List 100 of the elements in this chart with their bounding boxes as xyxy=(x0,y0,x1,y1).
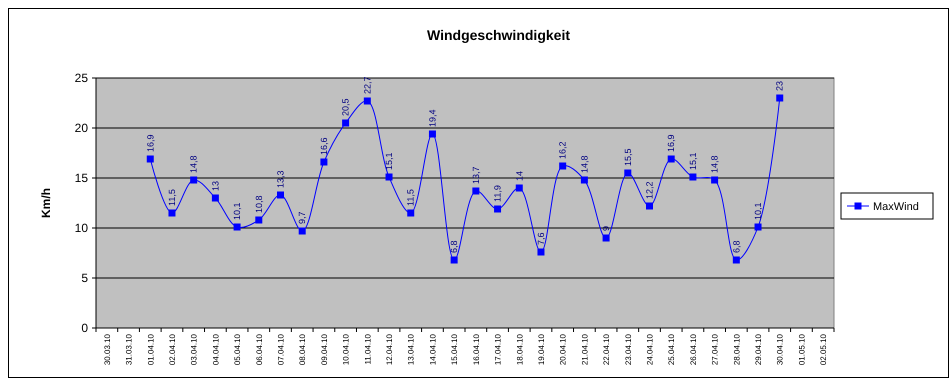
chart-title: Windgeschwindigkeit xyxy=(427,27,570,43)
x-tick-label: 03.04.10 xyxy=(190,333,199,366)
point xyxy=(624,170,632,176)
x-tick-label: 06.04.10 xyxy=(254,333,264,366)
data-label: 11,5 xyxy=(166,189,177,206)
data-label: 16,9 xyxy=(145,134,156,152)
x-tick-label: 28.04.10 xyxy=(732,333,742,366)
x-tick-label: 01.04.10 xyxy=(146,333,156,366)
x-tick-label: 21.04.10 xyxy=(580,333,590,366)
point xyxy=(494,206,502,212)
y-tick-label: 25 xyxy=(74,71,88,86)
point xyxy=(190,176,198,184)
point xyxy=(580,176,588,184)
x-tick-label: 11.04.10 xyxy=(363,333,372,365)
point xyxy=(646,202,653,210)
x-tick-label: 04.04.10 xyxy=(211,333,220,366)
point xyxy=(516,184,523,192)
x-tick-label: 27.04.10 xyxy=(710,333,720,366)
data-label: 23 xyxy=(774,80,785,91)
x-tick-label: 10.04.10 xyxy=(342,333,351,366)
point xyxy=(364,98,371,104)
point xyxy=(472,188,480,194)
data-label: 14,8 xyxy=(579,155,590,173)
point xyxy=(146,156,154,162)
x-tick-label: 30.04.10 xyxy=(776,333,785,366)
x-tick-label: 14.04.10 xyxy=(428,333,438,366)
data-label: 10,1 xyxy=(753,202,764,220)
data-label: 15,1 xyxy=(384,152,394,170)
point xyxy=(342,120,350,126)
x-tick-label: 18.04.10 xyxy=(515,333,524,366)
x-tick-label: 08.04.10 xyxy=(298,333,308,366)
data-label: 10,8 xyxy=(254,195,264,213)
y-axis-title: Km/h xyxy=(39,188,53,218)
x-tick-label: 22.04.10 xyxy=(602,333,612,366)
y-tick-label: 20 xyxy=(74,121,88,136)
data-label: 9 xyxy=(601,226,612,231)
data-label: 15,1 xyxy=(688,152,698,170)
data-label: 19,4 xyxy=(427,109,438,127)
point xyxy=(602,234,610,242)
point xyxy=(450,256,458,264)
x-tick-label: 23.04.10 xyxy=(624,333,633,366)
point xyxy=(537,248,544,256)
y-tick-label: 0 xyxy=(81,321,88,336)
data-label: 14,8 xyxy=(188,155,199,173)
data-label: 13 xyxy=(210,180,220,191)
data-label: 10,1 xyxy=(232,202,242,220)
x-tick-label: 19.04.10 xyxy=(536,333,546,366)
y-tick-label: 10 xyxy=(74,221,88,236)
x-tick-label: 16.04.10 xyxy=(472,333,481,366)
point xyxy=(277,192,284,198)
data-label: 9,7 xyxy=(297,211,308,224)
data-label: 11,9 xyxy=(492,185,503,202)
point xyxy=(212,194,219,202)
x-tick-label: 05.04.10 xyxy=(233,333,242,366)
point xyxy=(776,94,784,102)
legend-label: MaxWind xyxy=(873,200,919,213)
data-label: 11,5 xyxy=(406,189,416,206)
data-label: 13,7 xyxy=(470,166,481,184)
data-label: 14,8 xyxy=(710,155,720,173)
point xyxy=(234,224,241,230)
point xyxy=(559,162,566,170)
x-tick-label: 31.03.10 xyxy=(124,333,134,366)
point xyxy=(298,228,306,234)
x-tick-label: 26.04.10 xyxy=(688,333,698,366)
x-tick-label: 29.04.10 xyxy=(754,333,764,366)
data-label: 22,7 xyxy=(362,76,372,94)
data-label: 14 xyxy=(514,170,524,181)
x-tick-label: 30.03.10 xyxy=(102,333,112,366)
data-label: 20,5 xyxy=(340,98,351,116)
point xyxy=(732,256,740,264)
data-label: 6,8 xyxy=(449,240,460,253)
data-label: 16,6 xyxy=(318,137,329,155)
data-label: 16,9 xyxy=(666,134,676,152)
data-label: 7,6 xyxy=(536,232,546,245)
point xyxy=(386,174,393,180)
point xyxy=(428,130,436,138)
x-tick-label: 09.04.10 xyxy=(320,333,329,366)
point xyxy=(320,158,328,166)
point xyxy=(711,176,718,184)
x-tick-label: 02.04.10 xyxy=(168,333,177,366)
y-tick-label: 15 xyxy=(74,171,88,186)
data-label: 13,3 xyxy=(276,170,286,188)
x-tick-label: 24.04.10 xyxy=(646,333,654,366)
data-label: 16,2 xyxy=(558,141,568,159)
data-label: 15,5 xyxy=(622,148,633,166)
x-tick-label: 01.05.10 xyxy=(797,333,806,366)
y-tick-label: 5 xyxy=(81,271,88,286)
point xyxy=(689,174,696,180)
point xyxy=(407,210,414,216)
point xyxy=(255,216,262,224)
x-tick-label: 02.05.10 xyxy=(819,333,828,366)
data-label: 6,8 xyxy=(731,240,742,253)
point xyxy=(168,210,176,216)
x-tick-label: 15.04.10 xyxy=(450,333,460,366)
point xyxy=(754,224,762,230)
x-tick-label: 07.04.10 xyxy=(276,333,286,366)
point xyxy=(668,156,675,162)
x-tick-label: 20.04.10 xyxy=(558,333,568,366)
x-tick-label: 17.04.10 xyxy=(494,333,503,366)
x-tick-label: 25.04.10 xyxy=(667,333,676,366)
